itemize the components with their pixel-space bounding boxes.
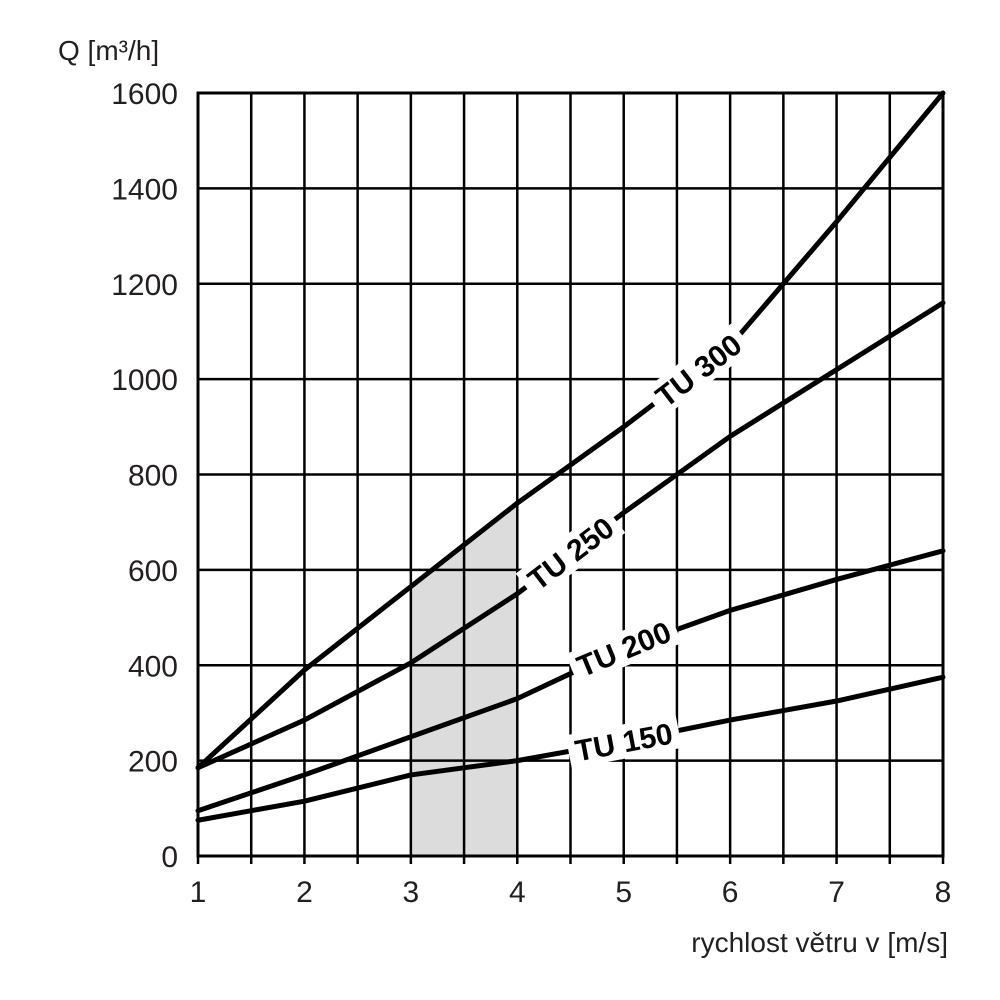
series-label-bg <box>515 505 626 601</box>
x-tick-label: 4 <box>509 876 526 909</box>
y-tick-label: 400 <box>128 650 178 683</box>
x-tick-label: 3 <box>403 876 420 909</box>
series-label-bg <box>565 714 682 769</box>
y-tick-label: 1200 <box>111 269 178 302</box>
x-tick-label: 6 <box>722 876 739 909</box>
y-tick-label: 0 <box>161 841 178 874</box>
series-label-group: TU 300 <box>643 322 754 418</box>
y-tick-label: 800 <box>128 460 178 493</box>
x-tick-label: 5 <box>615 876 632 909</box>
x-axis-title: rychlost větru v [m/s] <box>691 927 948 958</box>
y-tick-label: 600 <box>128 555 178 588</box>
series-line-3 <box>195 548 946 814</box>
plot-frame <box>196 91 945 858</box>
series-label: TU 300 <box>650 328 748 414</box>
x-tick-label: 8 <box>935 876 952 909</box>
y-tick-label: 1400 <box>111 173 178 206</box>
x-tick-label: 1 <box>190 876 207 909</box>
series-label-bg <box>565 611 682 686</box>
x-tick-label: 7 <box>828 876 845 909</box>
series-line-1 <box>195 90 946 771</box>
y-axis-title: Q [m³/h] <box>58 35 159 66</box>
y-tick-label: 1600 <box>111 78 178 111</box>
series-label-bg <box>643 322 754 418</box>
y-tick-label: 200 <box>128 746 178 779</box>
x-tick-label: 2 <box>296 876 313 909</box>
tick-label-layer: 1 2 3 4 5 6 7 8 0 200 400 600 800 1000 1200 1400 1600 <box>111 78 951 909</box>
y-tick-label: 1000 <box>111 364 178 397</box>
